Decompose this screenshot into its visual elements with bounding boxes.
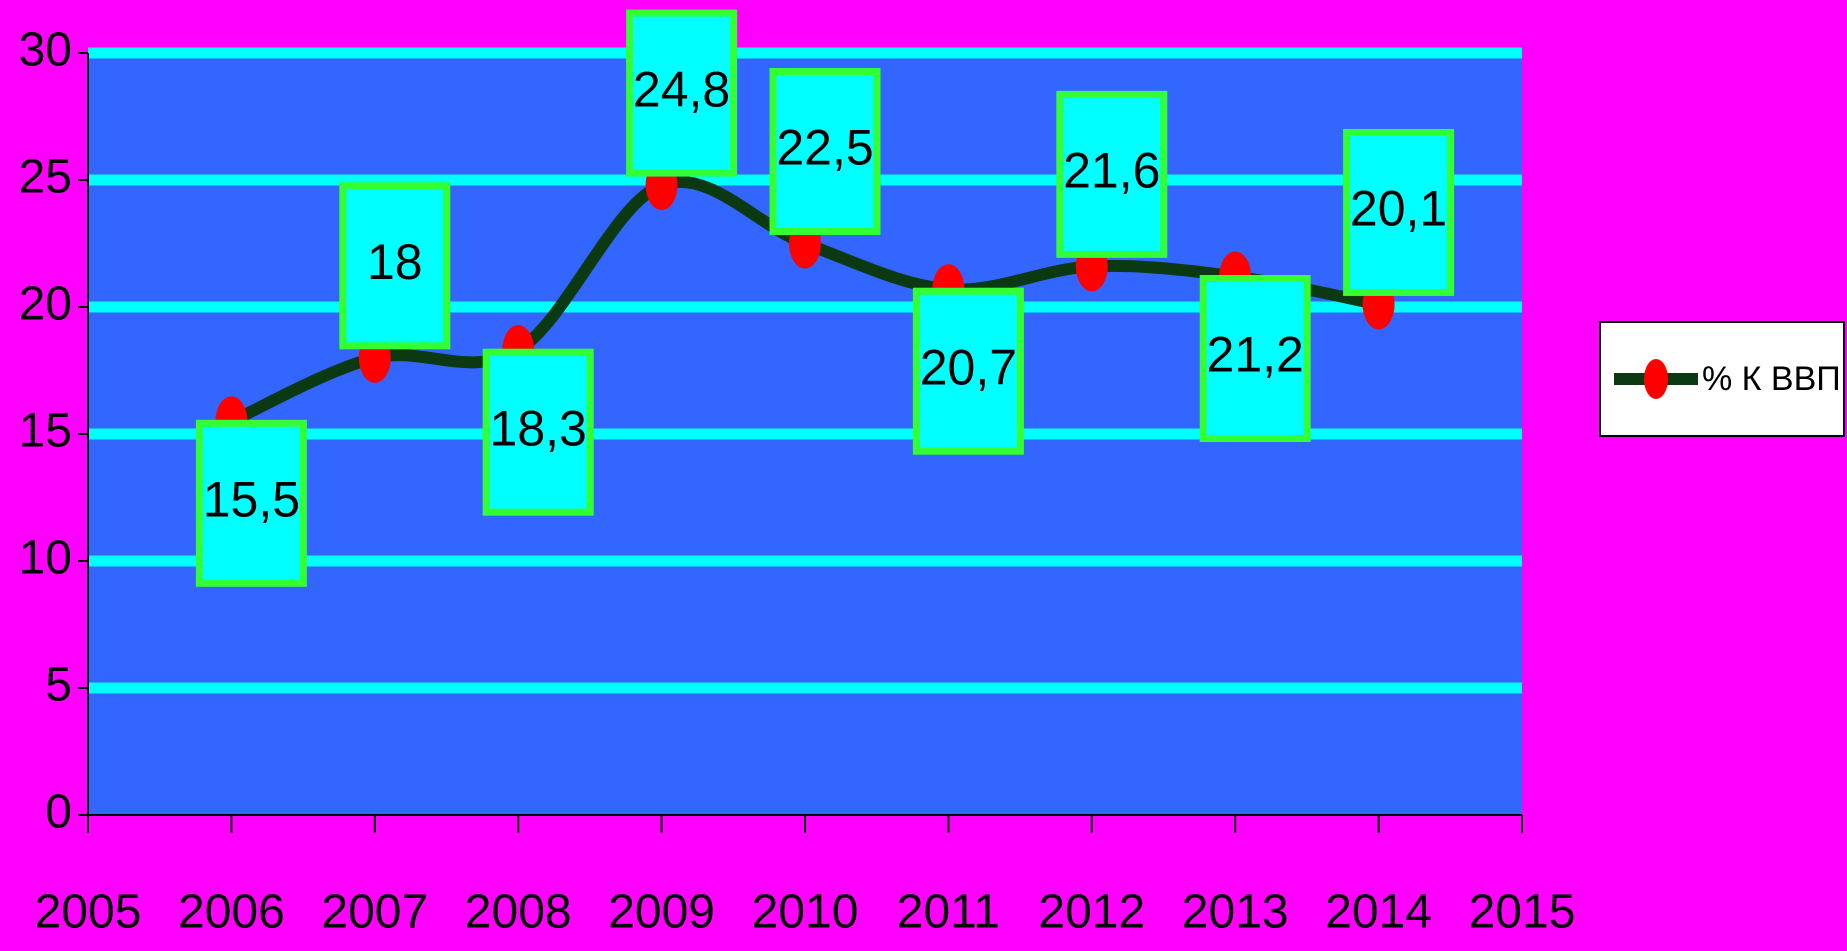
label-box [769, 68, 881, 235]
data-label: 15,5 [203, 472, 300, 528]
x-tick-label: 2007 [321, 886, 428, 939]
data-label: 20,7 [920, 339, 1017, 395]
legend-label: % К ВВП [1702, 360, 1841, 398]
legend-marker [1644, 359, 1668, 399]
y-tick-label: 15 [19, 405, 72, 458]
x-tick-label: 2012 [1038, 886, 1145, 939]
label-box [482, 348, 594, 516]
data-label: 18 [367, 234, 423, 290]
y-tick-label: 0 [45, 786, 72, 839]
label-box [626, 9, 738, 177]
x-tick-label: 2005 [35, 886, 142, 939]
x-tick-label: 2006 [178, 886, 285, 939]
y-tick-label: 30 [19, 24, 72, 77]
y-tick-label: 20 [19, 278, 72, 331]
x-tick-label: 2008 [465, 886, 572, 939]
label-box [1056, 90, 1168, 258]
x-tick-label: 2009 [608, 886, 715, 939]
data-label: 21,2 [1207, 327, 1304, 383]
label-box [195, 419, 307, 587]
x-tick-label: 2015 [1469, 886, 1576, 939]
data-label: 18,3 [490, 400, 587, 456]
label-box [339, 182, 451, 350]
x-tick-label: 2010 [752, 886, 859, 939]
y-tick-label: 5 [45, 659, 72, 712]
label-box [1343, 128, 1455, 296]
x-tick-label: 2014 [1325, 886, 1432, 939]
data-label: 21,6 [1063, 143, 1160, 199]
y-tick-label: 25 [19, 151, 72, 204]
x-tick-label: 2013 [1182, 886, 1289, 939]
label-box [1199, 275, 1311, 443]
label-box [912, 287, 1024, 455]
y-tick-label: 10 [19, 532, 72, 585]
data-label: 20,1 [1350, 181, 1447, 237]
x-tick-label: 2011 [897, 886, 1000, 939]
data-label: 22,5 [776, 120, 873, 176]
data-label: 24,8 [633, 61, 730, 117]
